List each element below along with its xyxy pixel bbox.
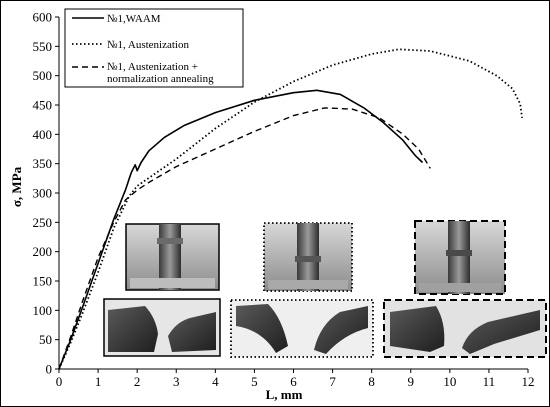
legend-box	[64, 8, 244, 88]
x-tick-label: 8	[368, 374, 375, 389]
y-tick-label: 150	[33, 274, 53, 289]
y-tick-label: 350	[33, 156, 53, 171]
y-tick-label: 250	[33, 215, 53, 230]
series-layer	[58, 48, 523, 370]
x-tick-label: 0	[56, 374, 63, 389]
y-tick-label: 500	[33, 68, 53, 83]
y-tick-label: 450	[33, 98, 53, 113]
y-tick-label: 550	[33, 39, 53, 54]
annealing-fracture-photo	[383, 299, 547, 358]
legend-label-annealing-line1: №1, Austenization +	[107, 61, 198, 73]
x-tick-label: 4	[212, 374, 219, 389]
y-axis-label: σ, MPa	[9, 166, 24, 207]
y-tick-label: 400	[33, 127, 53, 142]
x-tick-label: 10	[443, 374, 456, 389]
y-tick-label: 100	[33, 303, 53, 318]
waam-fracture-photo	[103, 298, 221, 357]
legend-label-waam: №1,WAAM	[107, 13, 161, 25]
x-tick-label: 5	[251, 374, 258, 389]
insets	[103, 220, 547, 358]
y-tick-label: 300	[33, 186, 53, 201]
legend-label-austenization: №1, Austenization	[107, 39, 189, 51]
legend-label-annealing-line2: normalization annealing	[107, 73, 214, 85]
y-tick-label: 200	[33, 244, 53, 259]
x-tick-label: 3	[173, 374, 180, 389]
x-axis-label: L, mm	[266, 387, 303, 402]
waam-top-photo	[125, 223, 220, 291]
annealing-top-photo	[414, 220, 506, 295]
x-tick-label: 9	[408, 374, 415, 389]
x-tick-label: 6	[290, 374, 297, 389]
x-tick-label: 2	[134, 374, 141, 389]
x-tick-label: 12	[522, 374, 535, 389]
series-line-annealing	[58, 107, 431, 370]
legend: №1,WAAM №1, Austenization №1, Austenizat…	[64, 8, 244, 88]
y-tick-label: 50	[39, 332, 52, 347]
y-tick-label: 600	[33, 10, 53, 25]
x-tick-label: 1	[95, 374, 102, 389]
x-tick-label: 11	[483, 374, 496, 389]
x-tick-label: 7	[329, 374, 336, 389]
austenization-top-photo	[263, 222, 353, 292]
y-tick-label: 0	[46, 362, 53, 377]
austenization-fracture-photo	[230, 299, 374, 358]
